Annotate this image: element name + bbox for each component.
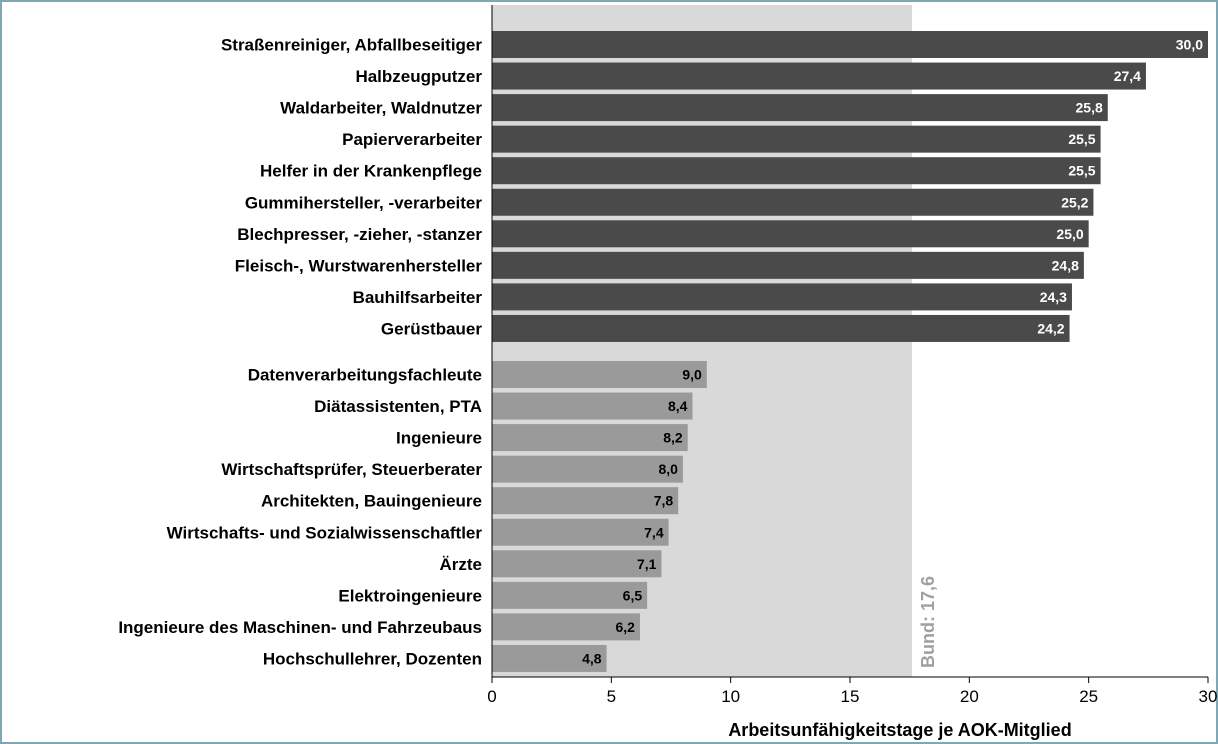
data-label: 27,4 xyxy=(1114,68,1141,84)
category-label: Fleisch-, Wurstwarenhersteller xyxy=(235,256,483,275)
category-label: Waldarbeiter, Waldnutzer xyxy=(280,99,482,118)
bar xyxy=(492,644,607,672)
bar xyxy=(492,157,1101,185)
category-label: Elektroingenieure xyxy=(338,586,482,605)
category-label: Halbzeugputzer xyxy=(355,67,482,86)
data-label: 4,8 xyxy=(582,650,602,666)
data-label: 25,5 xyxy=(1068,163,1095,179)
bar xyxy=(492,188,1094,216)
bar xyxy=(492,455,683,483)
category-label: Hochschullehrer, Dozenten xyxy=(263,649,482,668)
x-tick-label: 0 xyxy=(487,687,496,706)
data-label: 25,0 xyxy=(1056,226,1083,242)
category-label: Blechpresser, -zieher, -stanzer xyxy=(237,225,482,244)
data-label: 9,0 xyxy=(682,367,702,383)
bar xyxy=(492,424,688,452)
x-tick-label: 25 xyxy=(1079,687,1098,706)
bar xyxy=(492,392,693,420)
category-label: Wirtschafts- und Sozialwissenschaftler xyxy=(167,523,483,542)
data-label: 8,2 xyxy=(663,430,683,446)
bar xyxy=(492,220,1089,248)
data-label: 8,4 xyxy=(668,398,688,414)
data-label: 25,2 xyxy=(1061,194,1088,210)
bar xyxy=(492,487,679,515)
category-label: Diätassistenten, PTA xyxy=(314,397,482,416)
category-label: Gerüstbauer xyxy=(381,319,482,338)
category-label: Gummihersteller, -verarbeiter xyxy=(245,193,483,212)
bar xyxy=(492,550,662,578)
bar xyxy=(492,283,1072,311)
data-label: 8,0 xyxy=(658,461,678,477)
data-label: 24,2 xyxy=(1037,320,1064,336)
data-label: 24,3 xyxy=(1040,289,1067,305)
category-label: Ingenieure des Maschinen- und Fahrzeubau… xyxy=(118,618,482,637)
category-label: Wirtschaftsprüfer, Steuerberater xyxy=(221,460,482,479)
reference-label: Bund: 17,6 xyxy=(918,576,938,668)
bar xyxy=(492,251,1084,279)
bar xyxy=(492,613,640,641)
x-axis-label: Arbeitsunfähigkeitstage je AOK-Mitglied xyxy=(728,720,1071,740)
category-label: Helfer in der Krankenpflege xyxy=(260,162,482,181)
data-label: 7,1 xyxy=(637,556,657,572)
x-tick-label: 5 xyxy=(607,687,616,706)
category-label: Papierverarbeiter xyxy=(342,130,482,149)
category-label: Ingenieure xyxy=(396,429,482,448)
bar xyxy=(492,31,1208,58)
bar xyxy=(492,518,669,546)
data-label: 25,8 xyxy=(1076,100,1103,116)
x-tick-label: 10 xyxy=(721,687,740,706)
bar xyxy=(492,62,1146,90)
category-label: Datenverarbeitungsfachleute xyxy=(248,366,482,385)
data-label: 24,8 xyxy=(1052,257,1079,273)
category-label: Ärzte xyxy=(439,555,482,574)
x-tick-label: 15 xyxy=(841,687,860,706)
x-tick-label: 30 xyxy=(1199,687,1218,706)
data-label: 6,5 xyxy=(623,587,643,603)
data-label: 7,8 xyxy=(654,493,674,509)
x-tick-label: 20 xyxy=(960,687,979,706)
bar xyxy=(492,361,707,388)
data-label: 6,2 xyxy=(616,619,636,635)
category-label: Straßenreiniger, Abfallbeseitiger xyxy=(221,36,482,55)
bar xyxy=(492,125,1101,153)
category-label: Architekten, Bauingenieure xyxy=(261,492,482,511)
data-label: 25,5 xyxy=(1068,131,1095,147)
bar xyxy=(492,581,648,609)
bar xyxy=(492,94,1108,122)
data-label: 30,0 xyxy=(1176,37,1203,53)
data-label: 7,4 xyxy=(644,524,664,540)
category-label: Bauhilfsarbeiter xyxy=(353,288,483,307)
bar xyxy=(492,314,1070,342)
